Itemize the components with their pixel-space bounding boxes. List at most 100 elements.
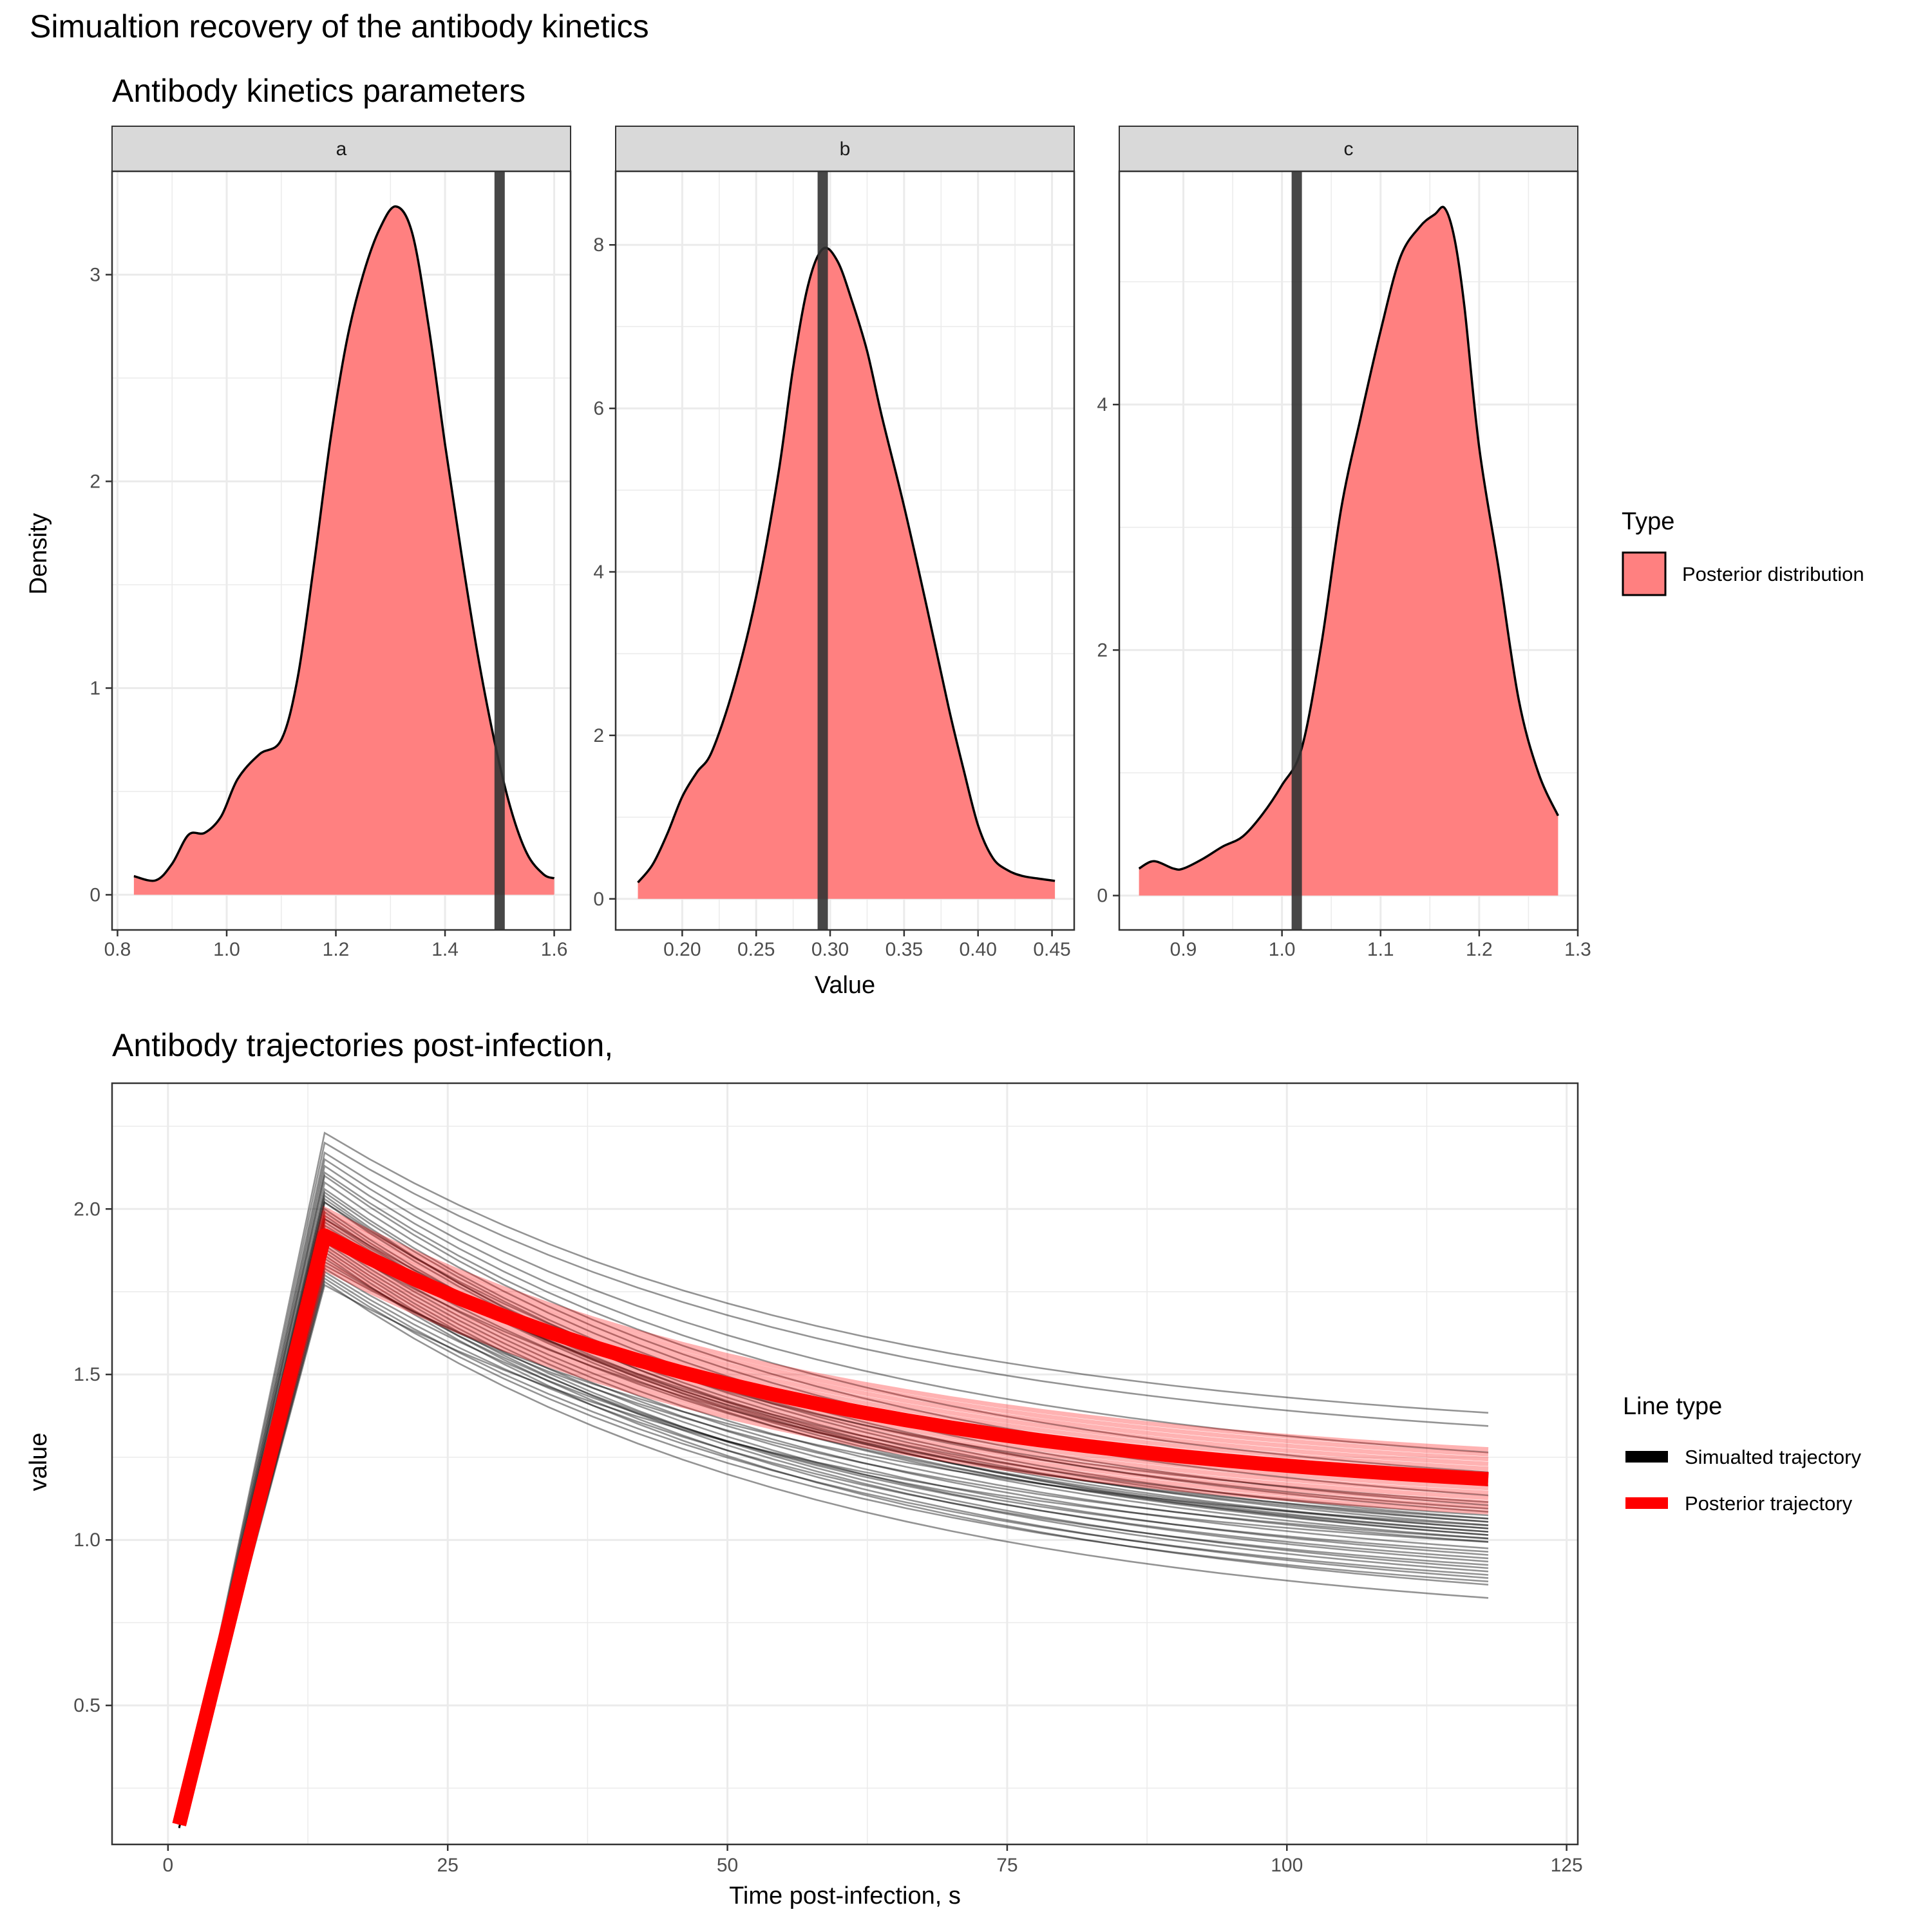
trajectory-x-axis-label: Time post-infection, s — [729, 1882, 961, 1909]
density-x-axis-label: Value — [815, 972, 875, 999]
posterior-sample-line — [176, 1260, 1489, 1826]
x-tick-label: 0.40 — [960, 939, 997, 960]
facet-strip-label: c — [1344, 138, 1354, 160]
y-tick-label: 2 — [1097, 639, 1108, 661]
y-tick-label: 1 — [90, 677, 100, 699]
y-tick-label: 2 — [90, 471, 100, 492]
y-tick-label: 0 — [593, 889, 604, 910]
posterior-sample-line — [176, 1265, 1489, 1826]
posterior-trajectories — [172, 1206, 1489, 1826]
x-tick-label: 0.35 — [886, 939, 923, 960]
facet-strip — [615, 126, 1075, 172]
simulated-trajectory-line — [178, 1247, 1489, 1828]
simulated-trajectory-line — [178, 1244, 1489, 1828]
facet-strip-label: b — [840, 138, 851, 160]
y-tick-label: 1.5 — [73, 1364, 100, 1385]
simulated-trajectory-line — [178, 1181, 1489, 1828]
panel-border — [614, 170, 1075, 931]
posterior-sample-line — [176, 1247, 1489, 1826]
simulated-trajectory-line — [178, 1274, 1489, 1828]
y-tick-label: 0.5 — [73, 1695, 100, 1716]
simulated-trajectory-line — [178, 1200, 1489, 1828]
simulated-trajectory-line — [178, 1234, 1489, 1828]
y-tick-label: 6 — [593, 398, 604, 419]
x-tick-label: 0 — [163, 1855, 174, 1876]
y-tick-label: 4 — [593, 562, 604, 583]
x-tick-label: 1.2 — [323, 939, 350, 960]
simulated-trajectory-line — [178, 1264, 1489, 1828]
legend-label-posterior-trajectory: Posterior trajectory — [1685, 1492, 1853, 1515]
trajectory-panel-border — [111, 1082, 1579, 1846]
posterior-sample-line — [176, 1242, 1489, 1826]
posterior-sample-line — [176, 1215, 1489, 1826]
simulated-trajectory-line — [178, 1158, 1489, 1828]
simulated-trajectory-line — [178, 1194, 1489, 1828]
x-tick-label: 1.0 — [1269, 939, 1296, 960]
simulated-trajectory-line — [178, 1240, 1489, 1828]
y-tick-label: 4 — [1097, 394, 1108, 415]
x-tick-label: 100 — [1271, 1855, 1303, 1876]
posterior-sample-line — [176, 1251, 1489, 1826]
simulated-trajectory-line — [178, 1270, 1489, 1828]
posterior-density-area — [1139, 207, 1558, 896]
y-tick-label: 2.0 — [73, 1198, 100, 1220]
simulated-trajectory-line — [178, 1267, 1489, 1828]
simulated-trajectory-line — [178, 1237, 1489, 1828]
density-y-axis-label: Density — [25, 513, 52, 595]
simulated-trajectory-line — [178, 1188, 1489, 1828]
x-tick-label: 0.30 — [811, 939, 849, 960]
simulated-trajectory-line — [178, 1257, 1489, 1828]
density-legend-title: Type — [1622, 508, 1674, 535]
density-panel-b: b 0.20 0.25 0.30 0.35 0.40 0.45 0 2 4 6 8 — [593, 126, 1075, 960]
panel-border — [1118, 170, 1579, 931]
density-panel-a: a 0.8 1.0 1.2 1.4 1.6 0 1 2 3 — [90, 126, 572, 960]
simulated-trajectory-line — [178, 1283, 1489, 1828]
x-tick-label: 1.4 — [431, 939, 459, 960]
density-legend: Type Posterior distribution — [1622, 508, 1864, 596]
density-section-title: Antibody kinetics parameters — [112, 73, 526, 109]
simulated-trajectory-line — [178, 1250, 1489, 1828]
figure-title: Simualtion recovery of the antibody kine… — [30, 8, 649, 44]
trajectory-legend: Line type Simualted trajectory Posterior… — [1623, 1393, 1861, 1515]
simulated-trajectory-line — [178, 1141, 1489, 1828]
y-tick-label: 0 — [1097, 886, 1108, 907]
x-tick-label: 1.2 — [1466, 939, 1493, 960]
simulated-trajectory-line — [178, 1280, 1489, 1828]
y-tick-label: 0 — [90, 884, 100, 905]
posterior-density-area — [133, 206, 554, 895]
facet-strip-label: a — [336, 138, 347, 160]
posterior-density-curve — [1138, 205, 1559, 871]
simulated-trajectory-line — [178, 1200, 1489, 1828]
simulated-trajectory-line — [178, 1132, 1489, 1828]
simulated-trajectory-line — [178, 1260, 1489, 1828]
density-panel-c: c 0.9 1.0 1.1 1.2 1.3 0 2 4 — [1097, 126, 1591, 960]
x-tick-label: 25 — [437, 1855, 459, 1876]
x-tick-label: 1.6 — [541, 939, 568, 960]
simulated-trajectory-line — [178, 1227, 1489, 1828]
x-tick-label: 0.9 — [1170, 939, 1197, 960]
x-tick-label: 75 — [996, 1855, 1018, 1876]
trajectory-grid — [112, 1083, 1578, 1844]
posterior-density-curve — [637, 247, 1056, 884]
legend-key-posterior-distribution — [1622, 551, 1667, 596]
legend-label-posterior-distribution: Posterior distribution — [1682, 563, 1864, 585]
x-tick-label: 125 — [1551, 1855, 1583, 1876]
posterior-sample-line — [176, 1224, 1489, 1826]
trajectory-y-axis-label: value — [25, 1433, 52, 1492]
simulated-trajectory-line — [178, 1197, 1489, 1828]
simulated-trajectory-line — [178, 1237, 1489, 1828]
x-tick-label: 1.1 — [1367, 939, 1394, 960]
x-tick-label: 0.45 — [1033, 939, 1070, 960]
x-tick-label: 0.25 — [737, 939, 775, 960]
x-tick-label: 0.8 — [104, 939, 131, 960]
simulated-trajectory-line — [178, 1191, 1489, 1828]
trajectory-panel: 0 25 50 75 100 125 0.5 1.0 1.5 2.0 — [73, 1082, 1583, 1876]
panel-border — [111, 170, 572, 931]
x-tick-label: 1.3 — [1564, 939, 1591, 960]
y-tick-label: 1.0 — [73, 1530, 100, 1551]
y-tick-label: 2 — [593, 725, 604, 746]
simulated-trajectory-line — [178, 1277, 1489, 1828]
posterior-density-curve — [133, 205, 555, 882]
x-tick-label: 0.20 — [663, 939, 701, 960]
y-tick-label: 3 — [90, 264, 100, 285]
